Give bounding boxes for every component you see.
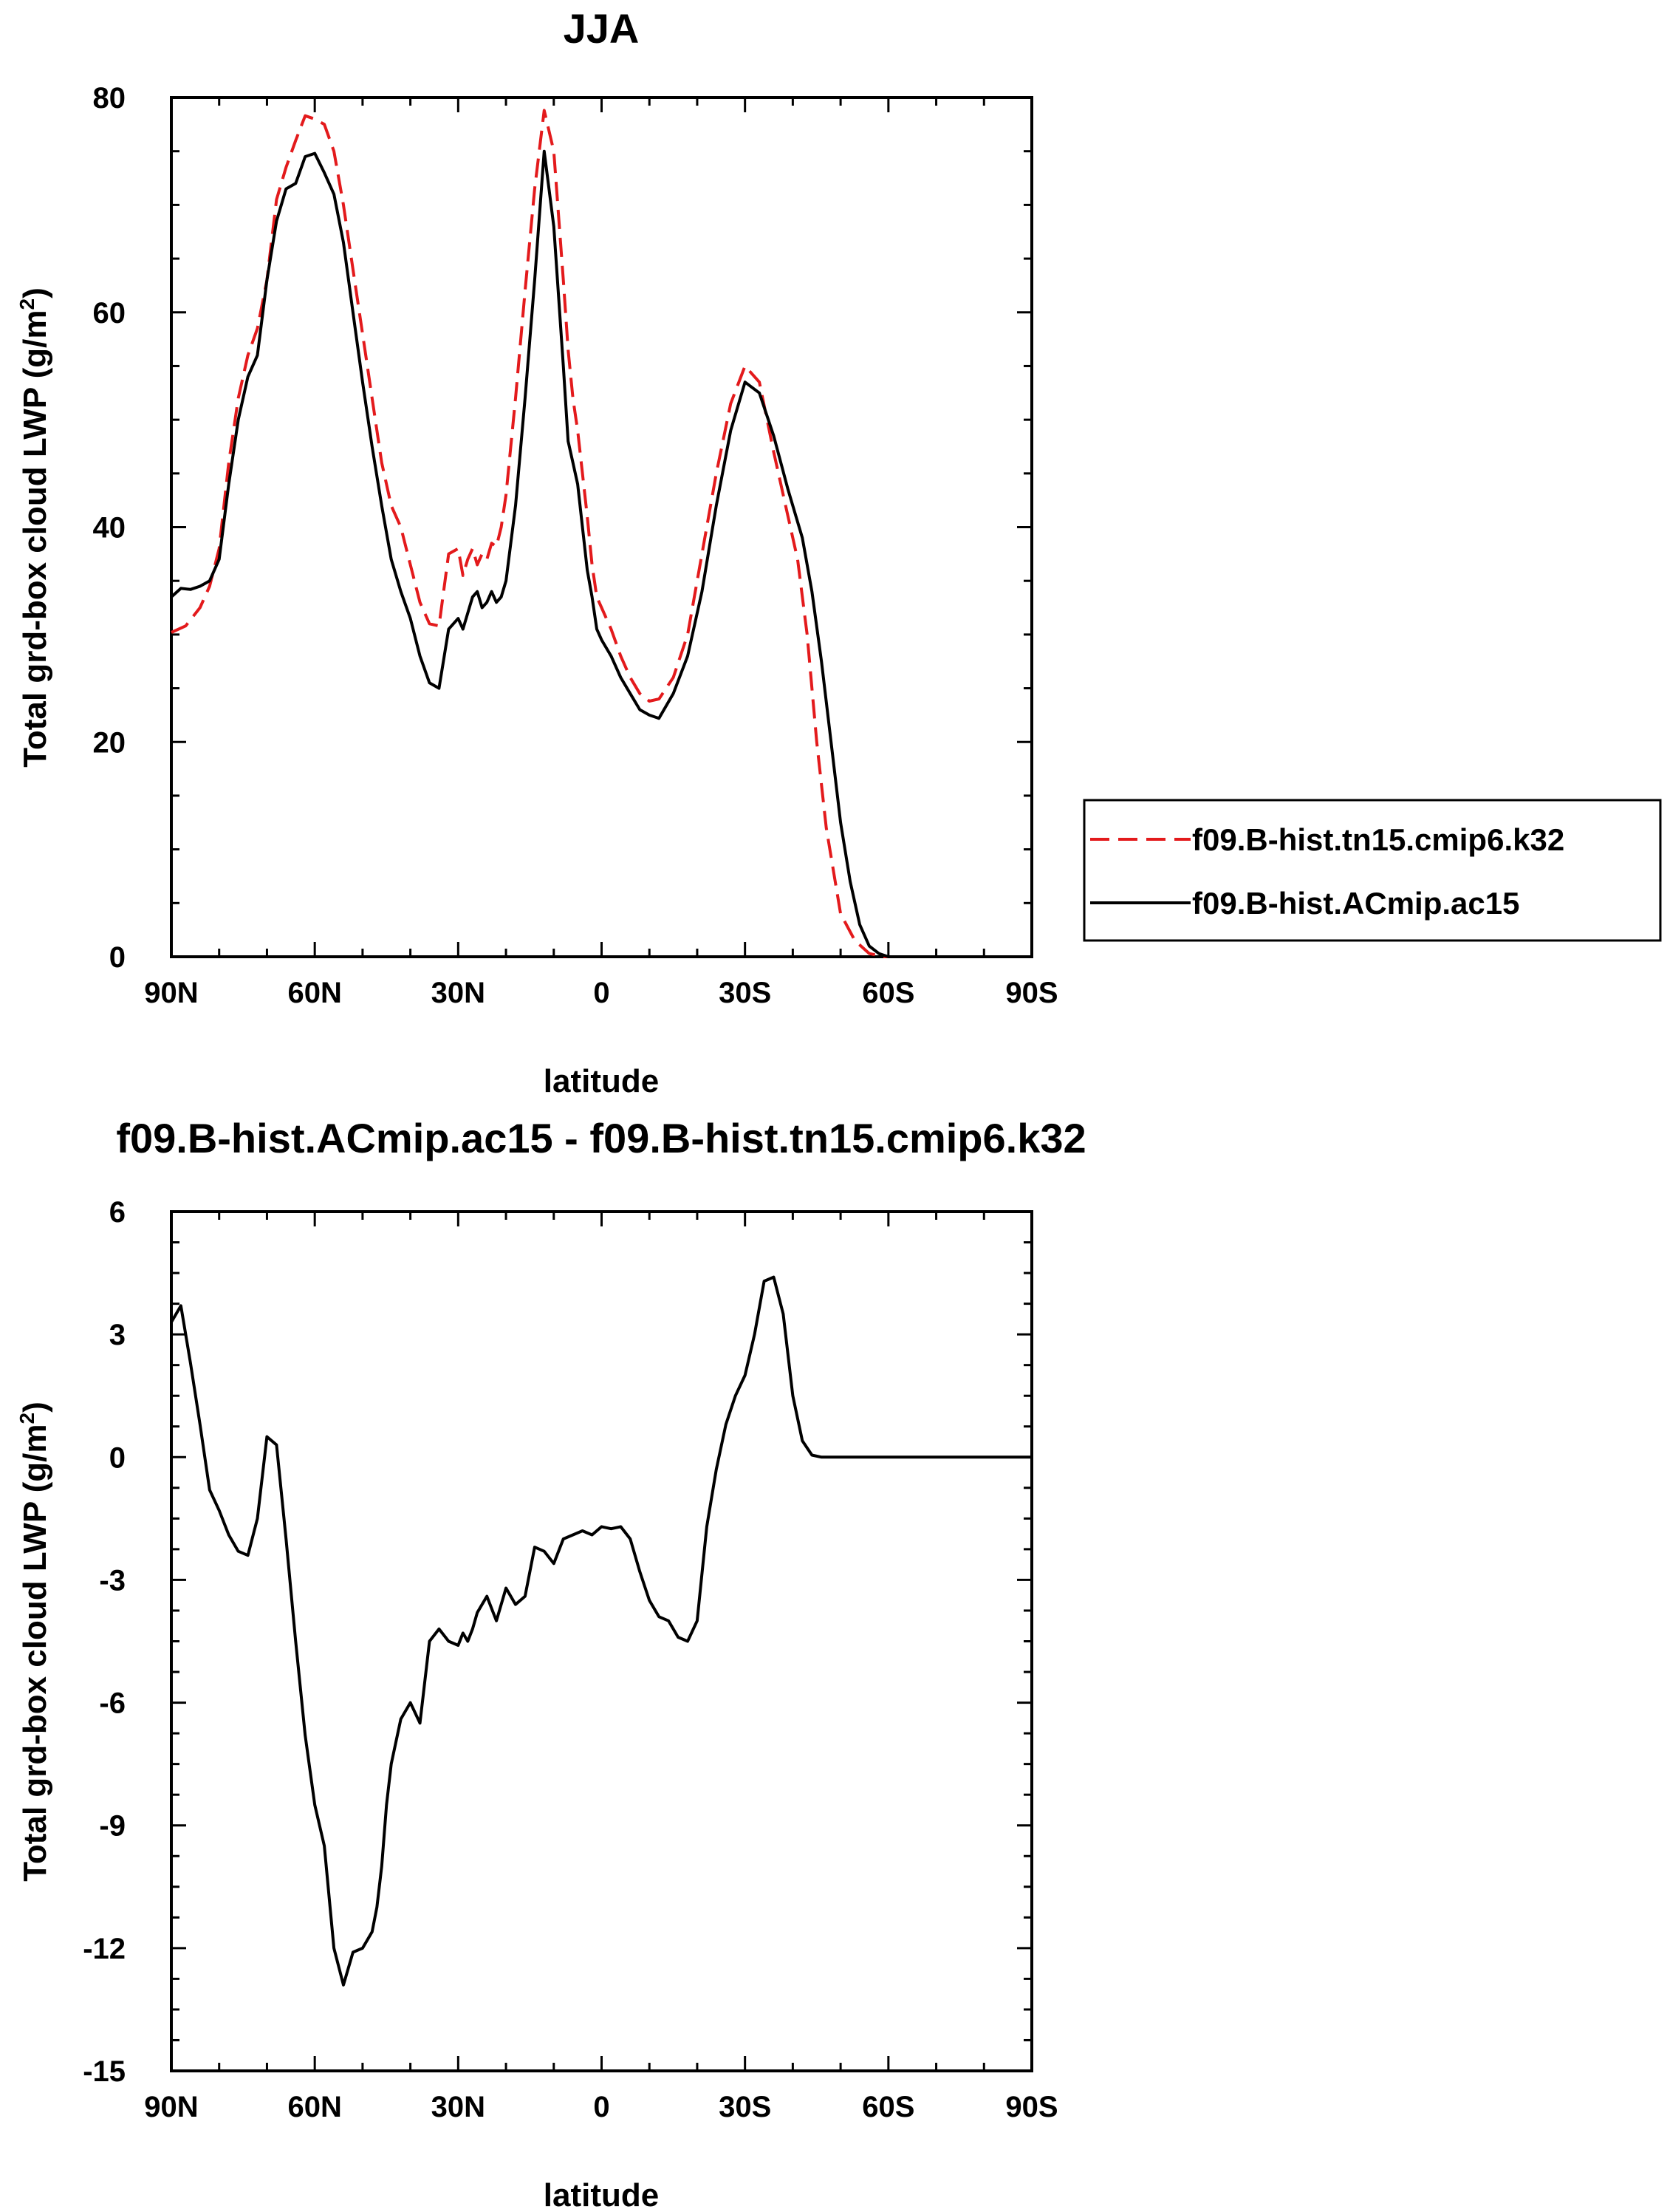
- top-panel: JJA 90N 60N 30N 0 30S 60S 90S 0 20 40 60 80 latitud…: [16, 5, 1662, 1099]
- bottom-x-tick-label: 90S: [1005, 2091, 1058, 2123]
- legend-label-0: f09.B-hist.tn15.cmip6.k32: [1192, 822, 1564, 857]
- top-y-axis-label: Total grd-box cloud LWP (g/m2): [16, 287, 53, 767]
- top-axis-ticks: 90N 60N 30N 0 30S 60S 90S 0 20 40 60 80: [93, 82, 1058, 1009]
- top-x-tick-label: 30S: [719, 977, 771, 1009]
- top-x-axis-label: latitude: [544, 1063, 659, 1099]
- legend-box: [1083, 799, 1662, 942]
- bottom-y-tick-label: -3: [99, 1564, 126, 1597]
- bottom-x-tick-label: 30S: [719, 2091, 771, 2123]
- bottom-plot-frame: [170, 1210, 1033, 2072]
- bottom-x-tick-label: 0: [593, 2091, 609, 2123]
- top-x-tick-label: 30N: [431, 977, 485, 1009]
- top-chart-title: JJA: [564, 5, 640, 52]
- top-y-tick-label: 20: [93, 726, 126, 759]
- top-x-tick-label: 90N: [144, 977, 198, 1009]
- bottom-y-axis-label: Total grd-box cloud LWP (g/m2): [16, 1402, 53, 1881]
- bottom-y-tick-label: 3: [109, 1319, 126, 1351]
- bottom-y-tick-label: -12: [83, 1933, 126, 1965]
- top-x-tick-label: 90S: [1005, 977, 1058, 1009]
- bottom-y-tick-label: 6: [109, 1196, 126, 1229]
- top-x-tick-label: 0: [593, 977, 609, 1009]
- bottom-x-tick-label: 60S: [862, 2091, 914, 2123]
- bottom-series-line-0: [170, 1275, 1032, 1987]
- top-plot-frame: [170, 96, 1033, 958]
- bottom-y-tick-label: 0: [109, 1441, 126, 1474]
- top-y-tick-label: 80: [93, 82, 126, 115]
- bottom-panel: f09.B-hist.ACmip.ac15 - f09.B-hist.tn15.…: [16, 1115, 1086, 2212]
- bottom-x-tick-label: 90N: [144, 2091, 198, 2123]
- legend-label-1: f09.B-hist.ACmip.ac15: [1192, 886, 1519, 921]
- bottom-axis-ticks: 90N 60N 30N 0 30S 60S 90S -15 -12 -9 -6 -3 0 3 6: [83, 1196, 1058, 2123]
- top-data-lines: [170, 109, 1032, 958]
- bottom-y-tick-label: -9: [99, 1810, 126, 1843]
- bottom-x-tick-label: 30N: [431, 2091, 485, 2123]
- bottom-data-lines: [170, 1275, 1032, 1987]
- top-y-tick-label: 40: [93, 512, 126, 545]
- top-series-line-0: [171, 109, 1032, 958]
- top-series-line-1: [170, 149, 1032, 958]
- bottom-y-tick-label: -15: [83, 2055, 126, 2088]
- top-y-tick-label: 0: [109, 941, 126, 974]
- top-x-tick-label: 60S: [862, 977, 914, 1009]
- bottom-x-axis-label: latitude: [544, 2177, 659, 2212]
- bottom-x-tick-label: 60N: [287, 2091, 341, 2123]
- legend: f09.B-hist.tn15.cmip6.k32 f09.B-hist.ACm…: [1083, 799, 1662, 942]
- bottom-y-tick-label: -6: [99, 1687, 126, 1720]
- bottom-chart-title: f09.B-hist.ACmip.ac15 - f09.B-hist.tn15.…: [116, 1115, 1086, 1161]
- top-x-tick-label: 60N: [287, 977, 341, 1009]
- top-y-tick-label: 60: [93, 297, 126, 330]
